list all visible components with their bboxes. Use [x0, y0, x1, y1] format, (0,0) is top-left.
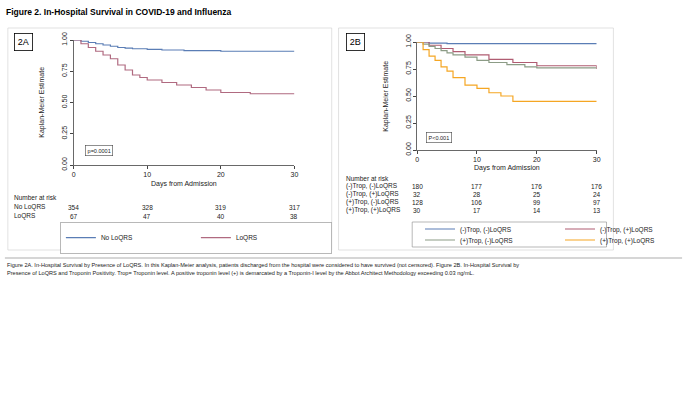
svg-text:317: 317: [289, 204, 300, 211]
svg-text:30: 30: [413, 207, 421, 214]
svg-text:0.00: 0.00: [61, 157, 68, 171]
svg-text:14: 14: [533, 207, 541, 214]
svg-text:Figure 2. In-Hospital Survival: Figure 2. In-Hospital Survival in COVID-…: [6, 7, 232, 17]
svg-text:p=0.0001: p=0.0001: [88, 148, 111, 154]
svg-text:(+)Trop, (+)LoQRS: (+)Trop, (+)LoQRS: [600, 237, 655, 245]
svg-text:2B: 2B: [350, 37, 361, 47]
svg-text:0.00: 0.00: [405, 142, 412, 156]
svg-text:20: 20: [217, 171, 225, 178]
svg-text:0.25: 0.25: [405, 115, 412, 129]
svg-text:Presence of LoQRS and Troponin: Presence of LoQRS and Troponin Positivit…: [7, 270, 475, 276]
svg-text:(-)Trop, (+)LoQRS: (-)Trop, (+)LoQRS: [346, 190, 399, 198]
svg-text:0: 0: [415, 156, 419, 163]
svg-text:Days from Admission: Days from Admission: [151, 180, 217, 188]
svg-text:180: 180: [412, 183, 423, 190]
svg-text:Figure 2A. In-Hospital Surviva: Figure 2A. In-Hospital Survival by Prese…: [7, 262, 519, 268]
svg-text:(+)Trop, (-)LoQRS: (+)Trop, (-)LoQRS: [346, 198, 399, 206]
svg-text:20: 20: [533, 156, 541, 163]
svg-text:25: 25: [533, 191, 541, 198]
svg-text:40: 40: [217, 213, 225, 220]
svg-text:30: 30: [291, 171, 299, 178]
svg-text:0.75: 0.75: [405, 61, 412, 75]
svg-text:13: 13: [593, 207, 601, 214]
svg-text:28: 28: [473, 191, 481, 198]
svg-text:0.75: 0.75: [61, 63, 68, 77]
svg-text:(-)Trop, (-)LoQRS: (-)Trop, (-)LoQRS: [460, 226, 512, 234]
svg-text:67: 67: [70, 213, 78, 220]
svg-text:(+)Trop, (-)LoQRS: (+)Trop, (-)LoQRS: [460, 237, 513, 245]
svg-text:176: 176: [531, 183, 542, 190]
svg-text:P<0.001: P<0.001: [429, 135, 450, 141]
svg-text:97: 97: [593, 199, 601, 206]
svg-text:177: 177: [471, 183, 482, 190]
svg-text:Kaplan-Meier Estimate: Kaplan-Meier Estimate: [382, 61, 390, 132]
svg-text:(-)Trop, (-)LoQRS: (-)Trop, (-)LoQRS: [346, 182, 398, 190]
svg-text:319: 319: [215, 204, 226, 211]
svg-text:Number at risk: Number at risk: [14, 194, 57, 201]
svg-text:99: 99: [533, 199, 541, 206]
svg-text:0.50: 0.50: [405, 88, 412, 102]
svg-text:32: 32: [413, 191, 421, 198]
svg-text:Number at risk: Number at risk: [346, 175, 389, 182]
svg-text:328: 328: [142, 204, 153, 211]
svg-text:1.00: 1.00: [405, 34, 412, 48]
svg-text:No LoQRS: No LoQRS: [14, 203, 46, 211]
svg-text:No LoQRS: No LoQRS: [101, 234, 133, 242]
svg-text:Kaplan-Meier Estimate: Kaplan-Meier Estimate: [38, 67, 46, 138]
svg-text:24: 24: [593, 191, 601, 198]
svg-text:1.00: 1.00: [61, 32, 68, 46]
svg-text:106: 106: [471, 199, 482, 206]
svg-text:10: 10: [143, 171, 151, 178]
svg-text:38: 38: [290, 213, 298, 220]
svg-text:Days from Admission: Days from Admission: [474, 164, 540, 172]
svg-text:17: 17: [473, 207, 481, 214]
svg-text:(+)Trop, (+)LoQRS: (+)Trop, (+)LoQRS: [346, 206, 401, 214]
svg-text:30: 30: [593, 156, 601, 163]
svg-text:0.25: 0.25: [61, 126, 68, 140]
svg-text:128: 128: [412, 199, 423, 206]
svg-text:LoQRS: LoQRS: [14, 212, 36, 220]
svg-text:10: 10: [473, 156, 481, 163]
svg-text:354: 354: [68, 204, 79, 211]
svg-text:2A: 2A: [18, 37, 29, 47]
svg-text:(-)Trop, (+)LoQRS: (-)Trop, (+)LoQRS: [600, 226, 653, 234]
svg-text:LoQRS: LoQRS: [236, 234, 258, 242]
svg-text:176: 176: [591, 183, 602, 190]
svg-text:0.50: 0.50: [61, 95, 68, 109]
svg-text:0: 0: [72, 171, 76, 178]
svg-text:47: 47: [143, 213, 151, 220]
